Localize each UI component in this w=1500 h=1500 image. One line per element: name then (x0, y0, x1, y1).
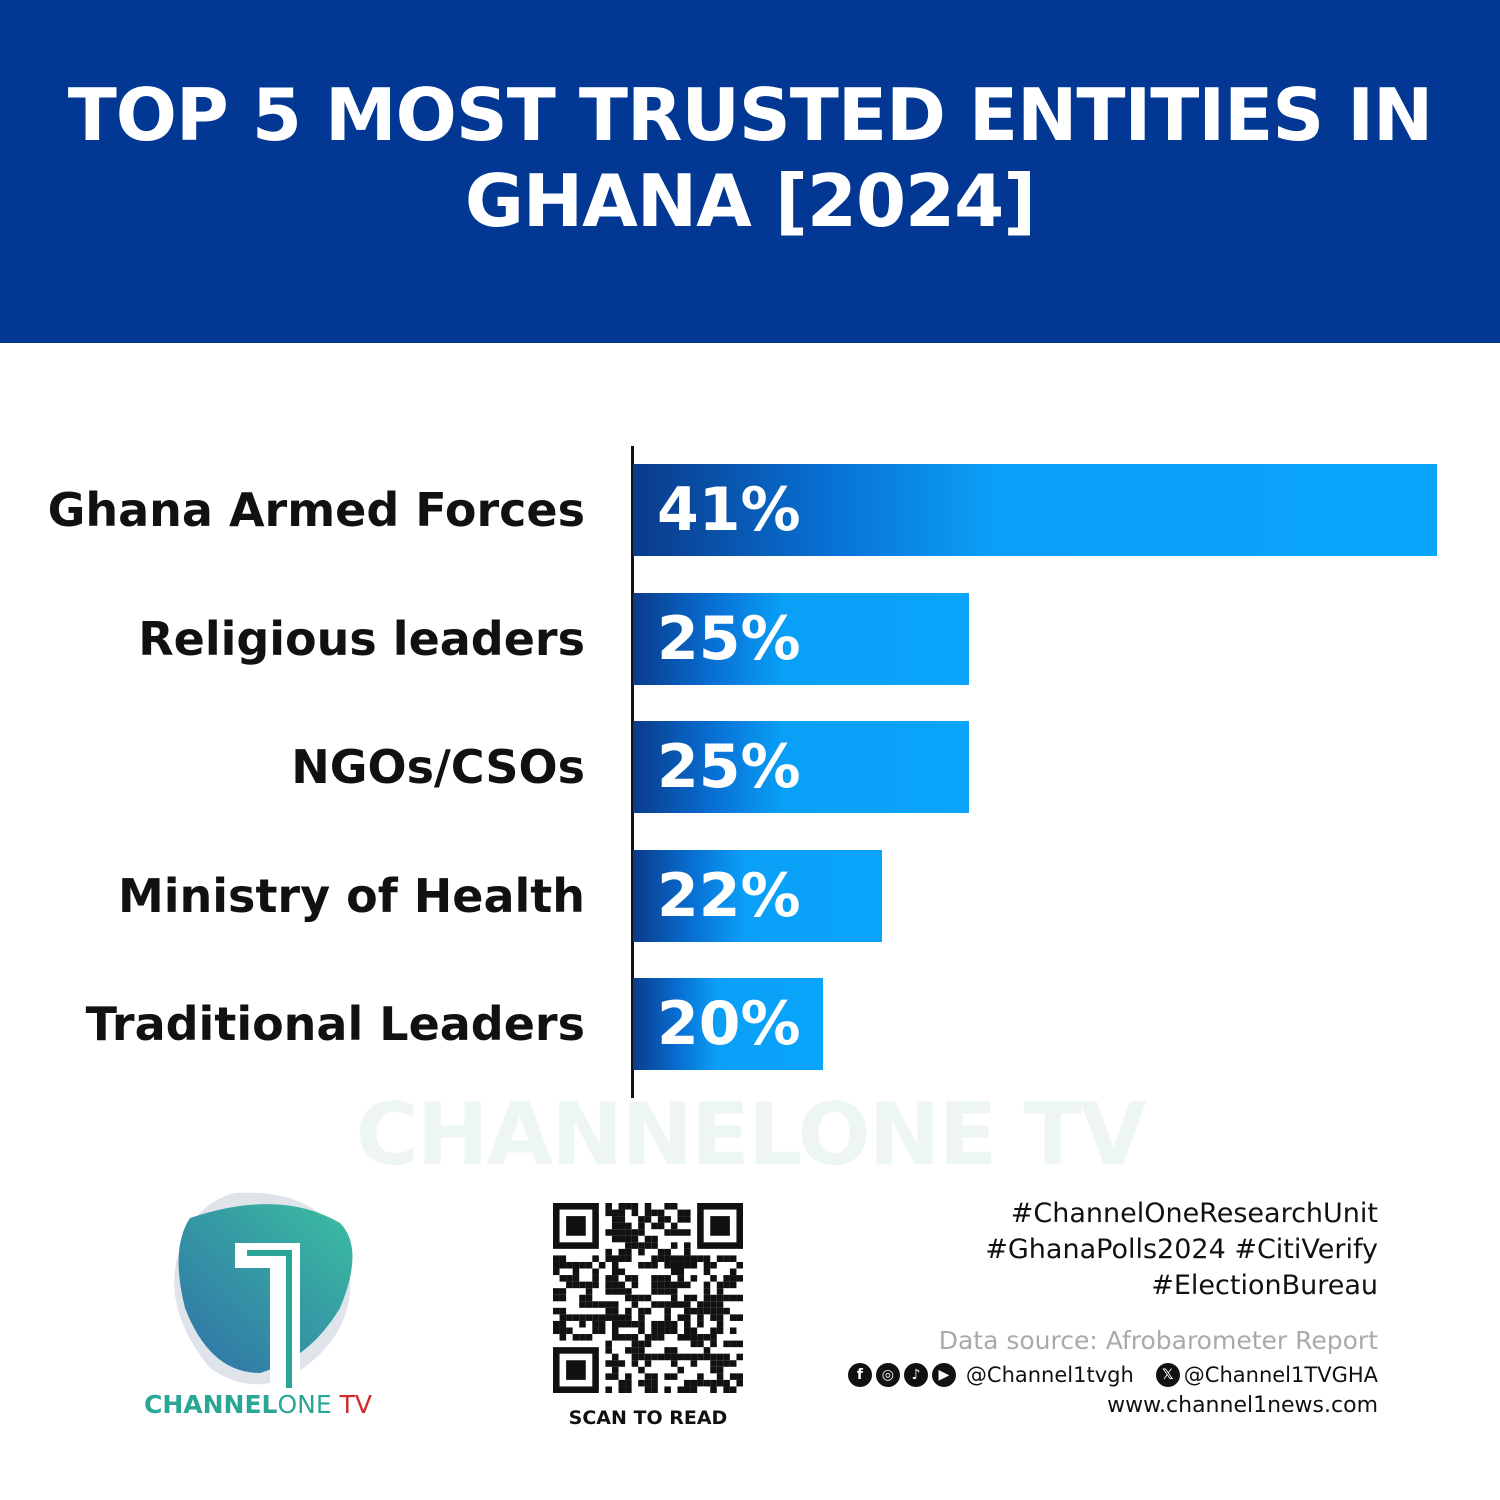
brand-name: CHANNELONE TV (144, 1390, 372, 1419)
watermark: CHANNELONE TV (355, 1085, 1146, 1185)
category-label: NGOs/CSOs (291, 740, 585, 794)
tiktok-icon[interactable]: ♪ (903, 1363, 928, 1387)
social-row: f ◎ ♪ ▶ @Channel1tvgh 𝕏 @Channel1TVGHA (847, 1363, 1378, 1387)
bar: 41% (633, 464, 1437, 556)
data-label: 25% (657, 732, 801, 802)
bar: 25% (633, 592, 970, 685)
chart-title: TOP 5 MOST TRUSTED ENTITIES IN GHANA [20… (67, 72, 1434, 243)
social-handle[interactable]: @Channel1tvgh (965, 1363, 1134, 1387)
data-source: Data source: Afrobarometer Report (938, 1326, 1378, 1355)
category-label: Traditional Leaders (85, 997, 585, 1051)
brand-part-tv: TV (331, 1390, 372, 1419)
bar: 22% (633, 849, 882, 942)
category-label: Religious leaders (138, 611, 585, 666)
bar: 20% (633, 978, 824, 1070)
brand-part-one: ONE (277, 1390, 332, 1419)
bar-chart: Ghana Armed Forces 41% Religious leaders 25… (0, 440, 1500, 1100)
hashtag-line: #ElectionBureau (1151, 1270, 1378, 1301)
hashtag-line: #ChannelOneResearchUnit (1010, 1198, 1378, 1229)
facebook-icon[interactable]: f (847, 1363, 872, 1387)
data-label: 20% (657, 989, 801, 1059)
footer-info: #ChannelOneResearchUnit #GhanaPolls2024 … (847, 1196, 1378, 1418)
qr-code[interactable] (553, 1203, 743, 1393)
category-label: Ghana Armed Forces (47, 483, 585, 537)
qr-caption: SCAN TO READ (568, 1407, 728, 1429)
channel-one-logo (174, 1192, 353, 1388)
x-icon[interactable]: 𝕏 (1155, 1363, 1180, 1387)
website-link[interactable]: www.channel1news.com (1107, 1393, 1378, 1418)
header-banner: TOP 5 MOST TRUSTED ENTITIES IN GHANA [20… (0, 0, 1500, 343)
bar: 25% (633, 721, 970, 813)
x-handle[interactable]: @Channel1TVGHA (1183, 1363, 1378, 1387)
y-axis-line (631, 446, 634, 1098)
data-label: 22% (657, 860, 801, 931)
category-label: Ministry of Health (118, 868, 585, 923)
brand-part-channel: CHANNEL (144, 1390, 278, 1419)
youtube-icon[interactable]: ▶ (931, 1363, 956, 1387)
instagram-icon[interactable]: ◎ (875, 1363, 900, 1387)
data-label: 25% (657, 603, 801, 674)
hashtag-line: #GhanaPolls2024 #CitiVerify (985, 1234, 1378, 1265)
data-label: 41% (657, 475, 801, 545)
